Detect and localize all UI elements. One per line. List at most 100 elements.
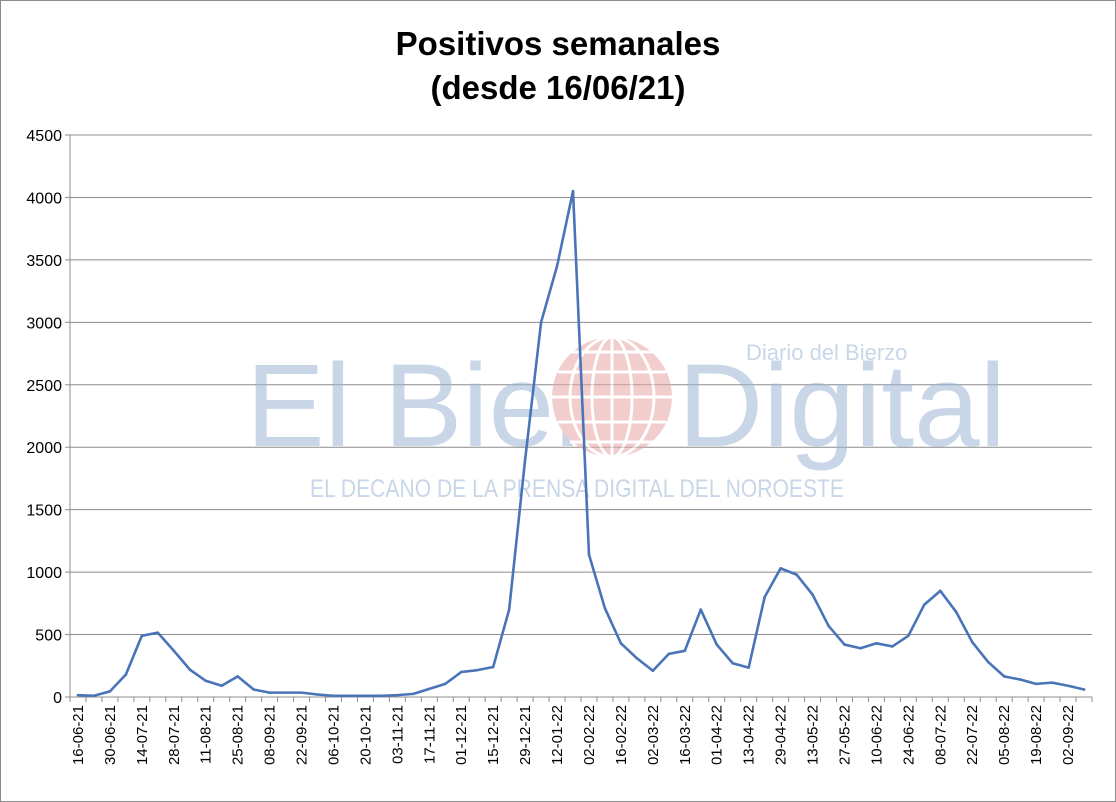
x-tick-label: 05-08-22 [996,705,1013,765]
data-point [571,189,575,193]
data-point [380,694,383,698]
data-point [236,675,239,678]
y-tick-label: 1500 [26,503,62,520]
x-tick-label: 27-05-22 [836,705,853,765]
y-tick-label: 4500 [26,128,62,145]
data-point [923,603,926,606]
data-point [348,694,351,698]
data-point [970,640,974,644]
data-point [779,567,782,570]
data-point [715,643,719,646]
x-tick-label: 08-09-21 [262,705,279,765]
x-tick-label: 14-07-21 [134,705,151,765]
x-tick-label: 16-06-21 [70,705,87,765]
data-point [731,661,735,665]
data-point [811,593,814,596]
y-tick-label: 1000 [26,565,62,582]
data-point [188,668,192,671]
data-point [108,690,112,693]
data-point [300,691,303,694]
data-point [651,669,655,673]
data-point [907,634,910,638]
x-tick-label: 16-03-22 [677,705,694,765]
data-point [875,641,878,645]
x-tick-label: 11-08-21 [198,705,215,764]
x-tick-label: 17-11-21 [421,705,438,764]
data-point [316,693,319,696]
data-point [859,646,862,650]
data-point [795,573,798,576]
x-tick-label: 20-10-21 [357,705,374,765]
y-tick-label: 3000 [26,315,62,332]
data-point [268,691,271,694]
data-point [667,652,671,656]
data-point [619,641,623,645]
series-line [76,189,1086,698]
data-point [938,589,942,593]
data-point [332,694,335,698]
watermark-tagline: Diario del Bierzo [746,340,907,365]
data-point [364,694,367,698]
x-tick-label: 16-02-22 [613,705,630,765]
axes [65,134,1093,702]
x-tick-label: 06-10-21 [325,705,342,765]
x-tick-label: 12-01-22 [549,705,566,765]
x-tick-label: 01-04-22 [709,705,726,765]
data-point [555,264,559,268]
y-tick-label: 2500 [26,378,62,395]
data-point [683,649,687,653]
y-tick-label: 2000 [26,440,62,457]
x-tick-label: 28-07-21 [166,705,183,765]
data-point [699,608,703,611]
data-point [587,553,591,556]
x-tick-label: 30-06-21 [102,705,119,765]
x-tick-label: 15-12-21 [485,705,502,765]
data-point [763,595,766,599]
data-point [396,693,399,697]
data-point [204,679,208,683]
data-point [827,624,830,628]
data-point [443,682,447,686]
x-tick-label: 01-12-21 [453,705,470,765]
data-point [427,687,431,691]
data-point [1018,678,1022,681]
data-point [891,645,894,648]
x-tick-label: 08-07-22 [932,705,949,765]
x-axis-labels: 16-06-21 30-06-21 14-07-21 28-07-21 11-08-21… [70,705,1077,765]
data-point [523,458,527,462]
x-tick-label: 13-04-22 [741,705,758,765]
data-point [843,643,846,646]
y-tick-label: 0 [53,690,62,707]
data-point [539,321,543,324]
data-point [491,665,495,669]
data-point [954,610,958,614]
chart-title: Positivos semanales (desde 16/06/21) [0,22,1116,110]
chart-title-line2: (desde 16/06/21) [430,69,686,106]
data-point [140,634,144,638]
data-point [1082,688,1086,691]
y-axis-labels: 0 500 1000 1500 2000 2500 3000 3500 4000 4500 [26,128,62,707]
y-tick-label: 500 [35,628,62,645]
data-point [1066,684,1070,688]
watermark-slogan: EL DECANO DE LA PRENSA DIGITAL DEL NOROE… [310,475,844,503]
data-point [1050,681,1054,684]
y-tick-label: 4000 [26,190,62,207]
x-tick-label: 19-08-22 [1028,705,1045,765]
x-tick-label: 02-02-22 [581,705,598,765]
watermark-logo: El Bierz Digital Diario del Bierzo EL DE… [246,335,1006,503]
data-point [76,693,80,697]
data-point [986,660,990,664]
x-tick-label: 24-06-22 [900,705,917,765]
globe-icon [552,335,672,459]
data-point [92,694,96,698]
x-tick-label: 02-03-22 [645,705,662,765]
x-tick-label: 02-09-22 [1060,705,1077,765]
chart-title-line1: Positivos semanales [395,25,721,62]
x-tick-label: 22-07-22 [964,705,981,765]
x-tick-label: 10-06-22 [868,705,885,765]
data-point [124,673,128,676]
x-tick-label: 22-09-21 [294,705,311,765]
data-point [220,684,224,688]
data-point [603,607,607,610]
